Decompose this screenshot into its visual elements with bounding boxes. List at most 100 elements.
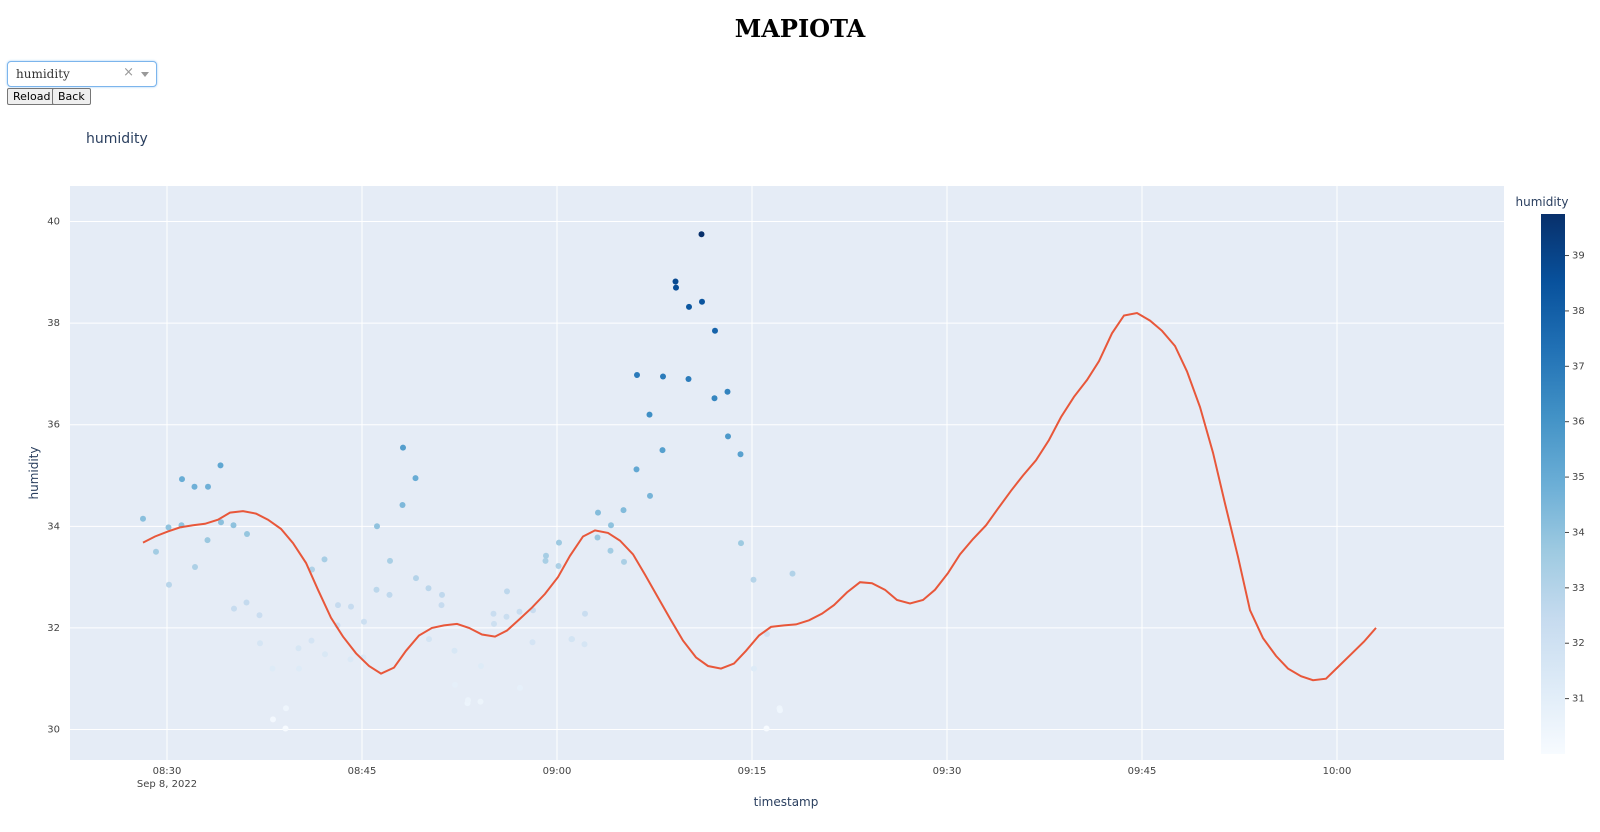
- scatter-point[interactable]: [166, 581, 172, 588]
- colorbar-tick-label: 38: [1572, 306, 1585, 317]
- scatter-point[interactable]: [399, 502, 406, 508]
- scatter-point[interactable]: [789, 570, 796, 577]
- scatter-point[interactable]: [243, 599, 250, 606]
- scatter-point[interactable]: [517, 684, 523, 691]
- scatter-point[interactable]: [725, 433, 731, 440]
- scatter-point[interactable]: [764, 631, 770, 637]
- scatter-point[interactable]: [582, 610, 588, 617]
- scatter-point[interactable]: [556, 539, 562, 546]
- scatter-point[interactable]: [439, 591, 445, 598]
- scatter-point[interactable]: [452, 681, 458, 688]
- y-tick-label: 40: [47, 217, 60, 228]
- scatter-point[interactable]: [153, 548, 159, 555]
- scatter-point[interactable]: [348, 603, 354, 610]
- scatter-point[interactable]: [347, 656, 354, 663]
- scatter-point[interactable]: [504, 588, 510, 595]
- clear-icon[interactable]: ×: [123, 65, 134, 80]
- scatter-point[interactable]: [477, 698, 484, 705]
- scatter-point[interactable]: [634, 372, 640, 378]
- scatter-point[interactable]: [633, 466, 640, 473]
- scatter-point[interactable]: [361, 618, 367, 625]
- scatter-point[interactable]: [737, 451, 744, 458]
- scatter-point[interactable]: [750, 576, 757, 583]
- scatter-point[interactable]: [491, 620, 497, 627]
- scatter-point[interactable]: [465, 697, 471, 704]
- scatter-point[interactable]: [777, 707, 783, 714]
- scatter-point[interactable]: [321, 556, 328, 563]
- x-tick-label: 10:00: [1323, 766, 1352, 777]
- scatter-point[interactable]: [179, 476, 185, 483]
- scatter-point[interactable]: [218, 519, 224, 526]
- scatter-point[interactable]: [412, 475, 419, 482]
- scatter-point[interactable]: [191, 483, 198, 490]
- scatter-point[interactable]: [542, 557, 549, 564]
- scatter-point[interactable]: [451, 647, 458, 654]
- plot-area[interactable]: [70, 186, 1504, 760]
- scatter-point[interactable]: [685, 376, 692, 382]
- scatter-point[interactable]: [244, 531, 250, 537]
- scatter-point[interactable]: [296, 665, 302, 672]
- scatter-point[interactable]: [230, 522, 237, 529]
- scatter-point[interactable]: [231, 605, 237, 612]
- scatter-point[interactable]: [205, 483, 211, 490]
- scatter-point[interactable]: [711, 395, 718, 402]
- scatter-point[interactable]: [400, 444, 406, 451]
- scatter-point[interactable]: [217, 462, 224, 469]
- scatter-point[interactable]: [751, 665, 757, 672]
- scatter-point[interactable]: [529, 639, 536, 646]
- chevron-down-icon[interactable]: [141, 72, 149, 77]
- variable-dropdown[interactable]: humidity ×: [7, 61, 157, 87]
- scatter-point[interactable]: [257, 640, 263, 647]
- scatter-point[interactable]: [516, 608, 523, 615]
- scatter-point[interactable]: [595, 509, 601, 516]
- scatter-point[interactable]: [295, 645, 302, 652]
- scatter-point[interactable]: [607, 547, 614, 554]
- scatter-point[interactable]: [478, 663, 484, 669]
- reload-button[interactable]: Reload: [7, 88, 57, 105]
- back-button[interactable]: Back: [52, 88, 91, 105]
- scatter-point[interactable]: [308, 637, 315, 644]
- scatter-point[interactable]: [646, 411, 653, 418]
- scatter-point[interactable]: [282, 725, 289, 732]
- scatter-point[interactable]: [738, 540, 744, 547]
- scatter-point[interactable]: [425, 585, 432, 592]
- scatter-point[interactable]: [621, 558, 627, 565]
- scatter-point[interactable]: [204, 537, 211, 544]
- scatter-point[interactable]: [283, 705, 289, 712]
- scatter-point[interactable]: [712, 327, 718, 334]
- scatter-point[interactable]: [686, 303, 692, 310]
- scatter-point[interactable]: [426, 636, 432, 643]
- scatter-point[interactable]: [386, 591, 393, 598]
- scatter-point[interactable]: [672, 278, 679, 285]
- scatter-point[interactable]: [374, 523, 380, 530]
- scatter-point[interactable]: [490, 610, 497, 617]
- scatter-point[interactable]: [269, 665, 276, 672]
- scatter-point[interactable]: [140, 515, 146, 522]
- scatter-point[interactable]: [373, 586, 380, 593]
- scatter-point[interactable]: [335, 602, 341, 609]
- scatter-point[interactable]: [620, 507, 627, 514]
- scatter-point[interactable]: [581, 641, 588, 648]
- scatter-point[interactable]: [659, 447, 666, 454]
- scatter-point[interactable]: [660, 373, 666, 380]
- scatter-point[interactable]: [413, 575, 419, 582]
- scatter-point[interactable]: [322, 651, 328, 658]
- scatter-point[interactable]: [503, 613, 510, 620]
- scatter-point[interactable]: [555, 563, 562, 569]
- scatter-point[interactable]: [698, 231, 705, 238]
- scatter-point[interactable]: [438, 602, 445, 609]
- scatter-point[interactable]: [647, 492, 653, 499]
- scatter-point[interactable]: [673, 284, 679, 291]
- scatter-point[interactable]: [270, 716, 276, 723]
- scatter-point[interactable]: [543, 552, 549, 559]
- scatter-point[interactable]: [594, 534, 601, 541]
- scatter-point[interactable]: [724, 388, 731, 395]
- scatter-point[interactable]: [608, 522, 614, 529]
- scatter-point[interactable]: [192, 564, 198, 570]
- scatter-point[interactable]: [256, 612, 263, 619]
- scatter-point[interactable]: [387, 557, 393, 564]
- scatter-point[interactable]: [165, 524, 172, 531]
- scatter-point[interactable]: [569, 636, 575, 643]
- scatter-point[interactable]: [699, 298, 705, 305]
- scatter-point[interactable]: [763, 725, 770, 732]
